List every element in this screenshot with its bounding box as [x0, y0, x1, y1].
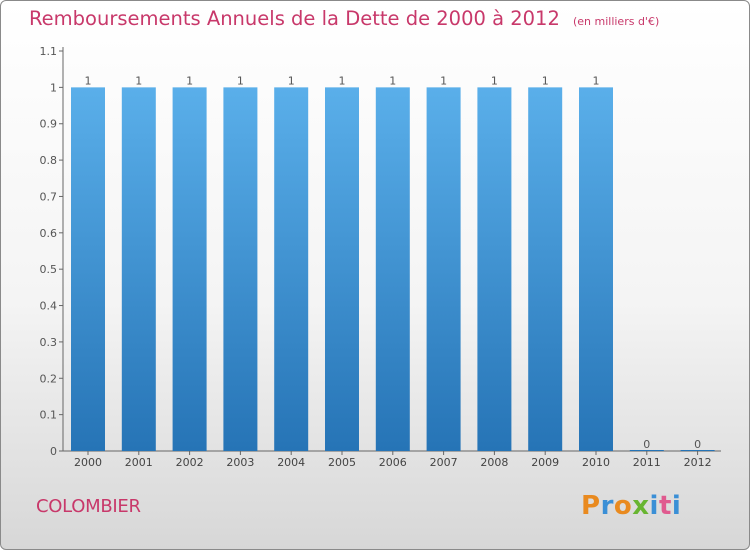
y-tick-label: 0.5 — [40, 263, 58, 276]
proxiti-logo: Proxiti — [581, 491, 681, 521]
x-tick-label: 2002 — [176, 456, 204, 469]
bar — [71, 87, 105, 451]
data-label: 0 — [643, 438, 650, 451]
y-tick-label: 0.6 — [40, 227, 58, 240]
data-label: 1 — [542, 74, 549, 87]
data-label: 1 — [186, 74, 193, 87]
logo-letter: i — [671, 491, 682, 521]
bar — [274, 87, 309, 451]
data-label: 1 — [135, 74, 142, 87]
bar — [375, 87, 410, 451]
data-label: 1 — [593, 74, 600, 87]
bar — [325, 87, 359, 451]
y-tick-label: 1.1 — [40, 45, 58, 58]
y-tick-label: 0.4 — [40, 300, 58, 313]
y-tick-label: 0.3 — [40, 336, 58, 349]
logo-letter: o — [613, 491, 633, 521]
x-tick-label: 2009 — [531, 456, 559, 469]
x-tick-label: 2008 — [480, 456, 508, 469]
title-row: Remboursements Annuels de la Dette de 20… — [29, 7, 659, 30]
bar — [426, 87, 461, 451]
bar — [121, 87, 156, 451]
bar — [579, 87, 613, 451]
bar — [528, 87, 563, 451]
x-tick-label: 2006 — [379, 456, 407, 469]
y-tick-label: 0 — [50, 445, 57, 458]
y-tick-label: 0.8 — [40, 154, 58, 167]
logo-letter: P — [581, 491, 601, 521]
x-tick-label: 2007 — [430, 456, 458, 469]
data-label: 1 — [440, 74, 447, 87]
x-tick-label: 2001 — [125, 456, 153, 469]
y-tick-label: 0.9 — [40, 118, 58, 131]
data-label: 0 — [694, 438, 701, 451]
x-tick-label: 2000 — [74, 456, 102, 469]
x-tick-label: 2011 — [633, 456, 661, 469]
y-tick-label: 0.7 — [40, 190, 58, 203]
bar — [172, 87, 207, 451]
data-label: 1 — [85, 74, 92, 87]
logo-letter: x — [632, 491, 650, 521]
x-tick-label: 2003 — [226, 456, 254, 469]
x-tick-label: 2005 — [328, 456, 356, 469]
data-label: 1 — [339, 74, 346, 87]
logo-letter: i — [649, 491, 659, 521]
x-tick-label: 2010 — [582, 456, 610, 469]
y-tick-label: 1 — [50, 81, 57, 94]
bar — [223, 87, 258, 451]
x-tick-label: 2004 — [277, 456, 305, 469]
y-tick-label: 0.1 — [40, 409, 58, 422]
y-tick-label: 0.2 — [40, 372, 58, 385]
data-label: 1 — [389, 74, 396, 87]
x-tick-label: 2012 — [684, 456, 712, 469]
data-label: 1 — [288, 74, 295, 87]
bar — [477, 87, 512, 451]
logo-letter: t — [658, 491, 672, 521]
logo-letter: r — [600, 491, 614, 521]
data-label: 1 — [237, 74, 244, 87]
data-label: 1 — [491, 74, 498, 87]
chart-subtitle: (en milliers d'€) — [572, 15, 660, 28]
chart-title: Remboursements Annuels de la Dette de 20… — [29, 7, 560, 30]
commune-name: COLOMBIER — [36, 496, 141, 517]
